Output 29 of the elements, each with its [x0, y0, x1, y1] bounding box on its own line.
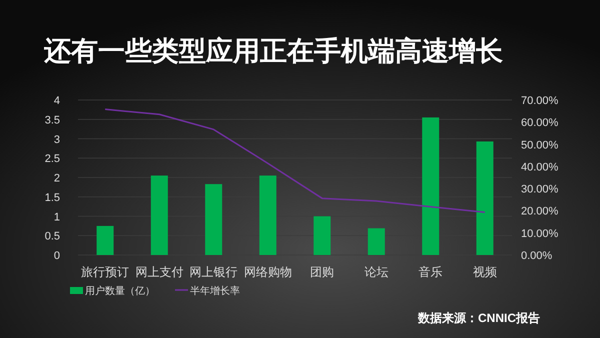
- xtick: 网上银行: [190, 265, 238, 279]
- y2tick: 70.00%: [521, 95, 558, 107]
- annotation: 数据来源：CNNIC报告: [418, 311, 540, 325]
- xtick: 网络购物: [244, 265, 292, 279]
- ytick: 0.5: [44, 230, 60, 243]
- xtick: 旅行预订: [81, 265, 130, 279]
- legend-label: 用户数量（亿）: [85, 286, 155, 297]
- y2tick: 50.00%: [521, 139, 558, 152]
- xtick: 音乐: [418, 265, 443, 279]
- ytick: 3: [54, 134, 60, 146]
- xtick: 视频: [472, 265, 497, 279]
- title: 还有一些类型应用正在手机端高速增长: [44, 36, 503, 66]
- ytick: 4: [54, 95, 60, 107]
- y2tick: 30.00%: [521, 184, 558, 196]
- y2tick: 40.00%: [521, 161, 558, 174]
- ytick: 2: [54, 172, 60, 184]
- xtick: 团购: [310, 265, 334, 279]
- xtick: 论坛: [364, 265, 388, 279]
- ytick: 2.5: [44, 153, 60, 166]
- ytick: 1.5: [44, 192, 60, 204]
- ytick: 0: [54, 250, 60, 262]
- y2tick: 60.00%: [521, 117, 558, 130]
- y2tick: 20.00%: [521, 206, 558, 218]
- y2tick: 10.00%: [521, 228, 558, 240]
- y2tick: 0.00%: [521, 250, 552, 262]
- xtick: 网上支付: [135, 265, 184, 279]
- legend-label: 半年增长率: [190, 286, 240, 297]
- ytick: 1: [54, 211, 60, 224]
- ytick: 3.5: [44, 114, 60, 126]
